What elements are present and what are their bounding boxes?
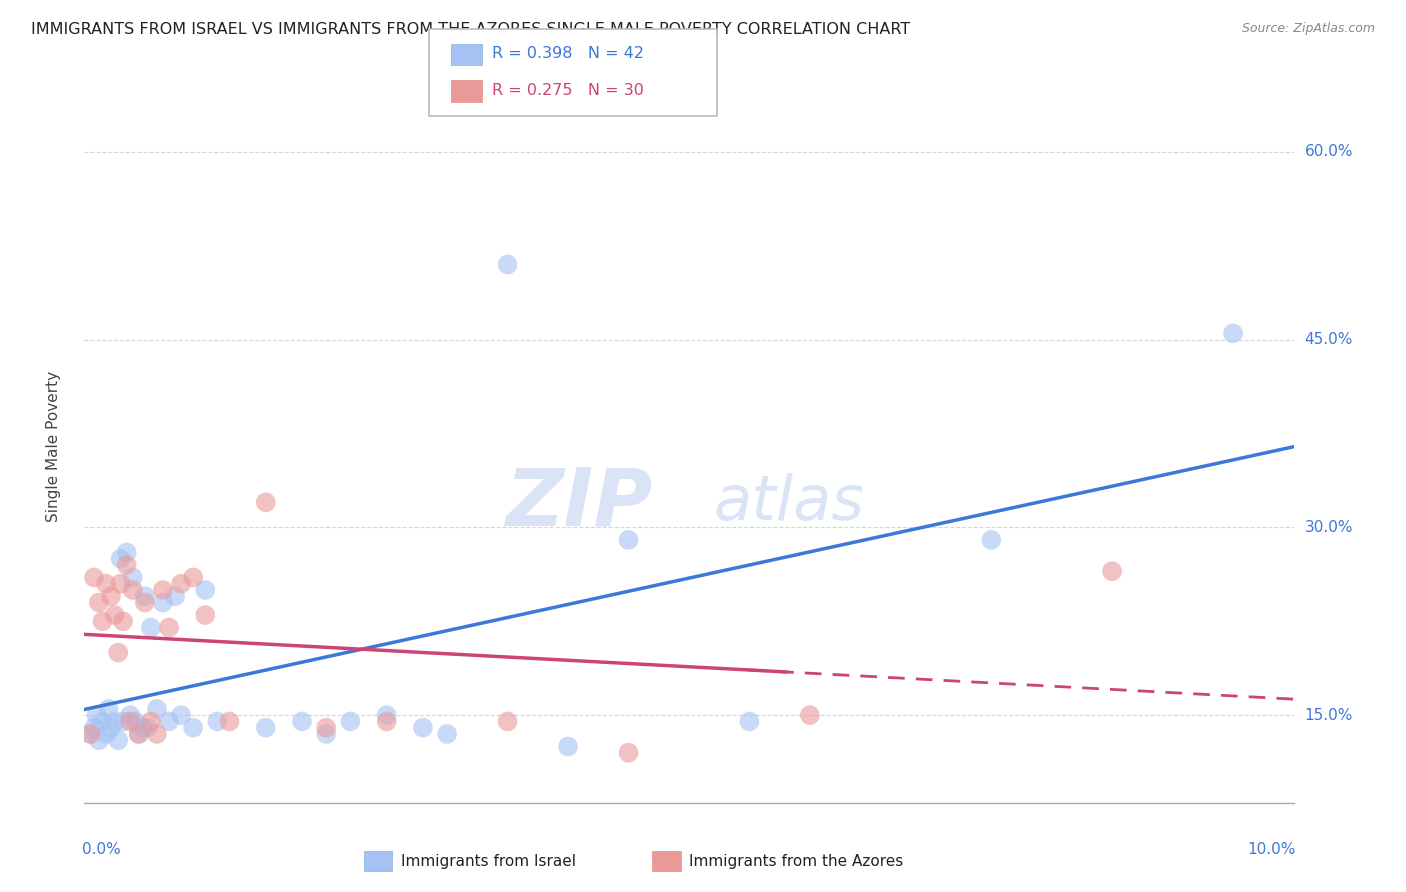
Point (157, 714, 180, 729)
Point (738, 714, 761, 729)
Point (124, 714, 146, 729)
Point (128, 727, 150, 741)
Point (412, 721, 434, 735)
Point (617, 533, 640, 547)
Text: 15.0%: 15.0% (1305, 707, 1353, 723)
Point (107, 646, 129, 660)
Point (120, 708, 142, 723)
Point (87, 733, 110, 747)
Point (980, 533, 1002, 547)
Point (83, 721, 105, 735)
Point (112, 714, 135, 729)
Point (181, 570, 204, 584)
Point (87, 595, 110, 609)
Point (115, 558, 138, 572)
Point (115, 545, 138, 559)
Point (86, 708, 108, 723)
Point (1222, 326, 1244, 341)
Point (139, 714, 162, 729)
Point (121, 570, 143, 584)
Text: 45.0%: 45.0% (1305, 332, 1353, 347)
Point (110, 551, 132, 566)
Text: Source: ZipAtlas.com: Source: ZipAtlas.com (1241, 22, 1375, 36)
Text: 30.0%: 30.0% (1305, 520, 1353, 535)
Point (1101, 564, 1123, 578)
Text: R = 0.398   N = 42: R = 0.398 N = 42 (492, 46, 644, 61)
Point (170, 708, 193, 723)
Point (136, 721, 159, 735)
Point (128, 727, 150, 741)
Point (94, 576, 117, 591)
Point (121, 582, 143, 597)
Text: Immigrants from the Azores: Immigrants from the Azores (689, 855, 903, 869)
Point (104, 607, 127, 622)
Point (146, 727, 169, 741)
Point (436, 727, 458, 741)
Point (83, 570, 105, 584)
Point (110, 576, 132, 591)
Point (79, 727, 101, 741)
Point (218, 714, 240, 729)
Point (254, 721, 277, 735)
Text: R = 0.275   N = 30: R = 0.275 N = 30 (492, 84, 644, 98)
Text: 60.0%: 60.0% (1305, 145, 1353, 160)
Point (134, 595, 156, 609)
Point (207, 714, 229, 729)
Point (91, 714, 114, 729)
Point (97, 702, 120, 716)
Point (120, 714, 142, 729)
Text: atlas: atlas (713, 473, 865, 533)
Point (315, 727, 337, 741)
Point (100, 721, 122, 735)
Point (799, 708, 821, 723)
Point (496, 714, 519, 729)
Point (557, 739, 579, 754)
Point (315, 721, 337, 735)
Point (170, 576, 193, 591)
Y-axis label: Single Male Poverty: Single Male Poverty (46, 370, 60, 522)
Point (79, 727, 101, 741)
Point (496, 257, 519, 271)
Point (146, 702, 169, 716)
Point (291, 714, 314, 729)
Point (194, 582, 217, 597)
Point (165, 589, 187, 603)
Point (131, 721, 153, 735)
Point (152, 582, 174, 597)
Point (139, 621, 162, 635)
Point (104, 714, 127, 729)
Point (94, 727, 117, 741)
Point (107, 733, 129, 747)
Point (152, 595, 174, 609)
Point (375, 708, 398, 723)
Point (112, 614, 135, 628)
Text: ZIP: ZIP (505, 464, 652, 542)
Point (181, 721, 204, 735)
Point (339, 714, 361, 729)
Text: 0.0%: 0.0% (82, 842, 121, 857)
Text: Immigrants from Israel: Immigrants from Israel (401, 855, 575, 869)
Point (100, 589, 122, 603)
Point (134, 589, 156, 603)
Point (91, 614, 114, 628)
Point (375, 714, 398, 729)
Point (157, 621, 180, 635)
Text: 10.0%: 10.0% (1247, 842, 1296, 857)
Text: IMMIGRANTS FROM ISRAEL VS IMMIGRANTS FROM THE AZORES SINGLE MALE POVERTY CORRELA: IMMIGRANTS FROM ISRAEL VS IMMIGRANTS FRO… (31, 22, 910, 37)
Point (194, 607, 217, 622)
Point (617, 746, 640, 760)
Point (254, 495, 277, 509)
